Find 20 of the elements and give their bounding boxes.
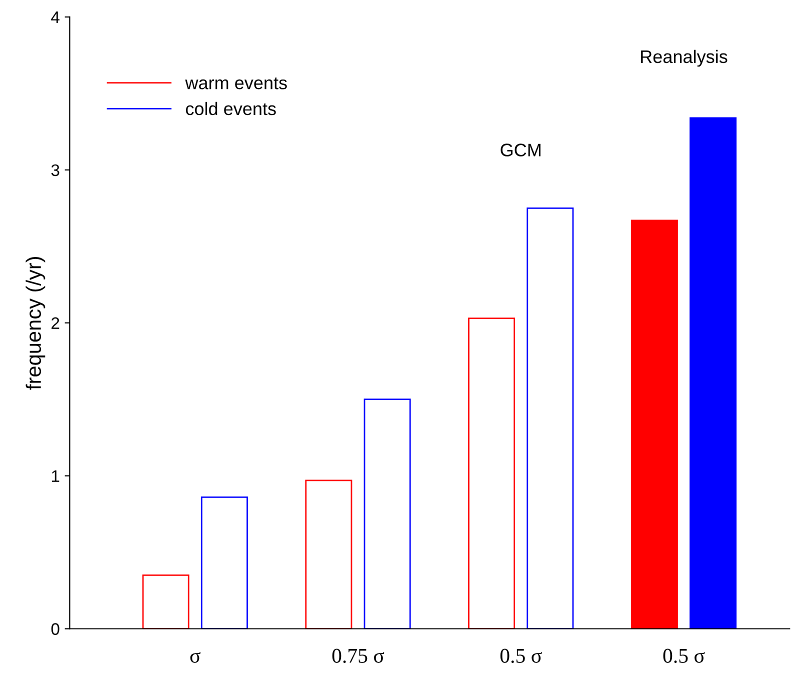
y-tick-label: 0 xyxy=(51,623,60,635)
x-tick-label: 0.75 σ xyxy=(332,648,384,663)
bar xyxy=(364,398,411,629)
bar xyxy=(305,480,352,629)
bar xyxy=(690,117,737,629)
y-tick-label: 4 xyxy=(51,12,60,24)
x-tick-label: 0.5 σ xyxy=(500,648,542,663)
bar xyxy=(468,318,516,629)
x-tick-label: σ xyxy=(190,652,200,663)
annotation: Reanalysis xyxy=(641,50,728,67)
y-tick-label: 2 xyxy=(52,317,60,329)
y-tick-label: 1 xyxy=(52,470,60,482)
bar xyxy=(630,220,678,629)
x-tick-label: 0.5 σ xyxy=(663,648,705,663)
y-axis-title: frequency (/yr) xyxy=(26,257,46,390)
y-tick-label: 3 xyxy=(51,164,60,176)
legend-label: warm events xyxy=(185,77,287,90)
bar xyxy=(526,207,574,629)
legend-label: cold events xyxy=(186,102,276,116)
annotation: GCM xyxy=(500,144,540,156)
